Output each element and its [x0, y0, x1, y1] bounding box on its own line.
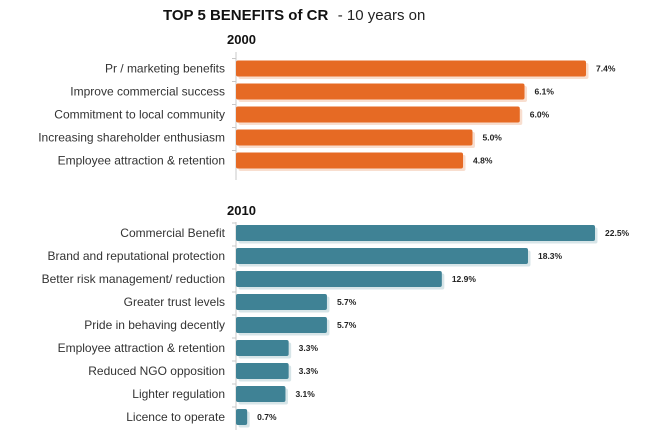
category-label: Commercial Benefit [120, 226, 225, 240]
category-label: Licence to operate [126, 410, 225, 424]
bar [236, 271, 442, 287]
chart-title-subtitle: - 10 years on [338, 7, 426, 24]
data-label: 5.0% [482, 133, 502, 143]
bar [236, 83, 525, 100]
bar [236, 340, 289, 356]
data-label: 0.7% [257, 412, 277, 422]
data-label: 3.1% [295, 389, 315, 399]
bar [236, 294, 327, 310]
category-label: Improve commercial success [70, 85, 225, 99]
data-label: 22.5% [605, 228, 630, 238]
bar [236, 129, 473, 146]
category-label: Employee attraction & retention [58, 341, 225, 355]
bar [236, 225, 595, 241]
data-label: 12.9% [452, 274, 477, 284]
category-label: Pr / marketing benefits [105, 62, 225, 76]
category-label: Pride in behaving decently [84, 318, 225, 332]
category-label: Better risk management/ reduction [42, 272, 225, 286]
panel-title-2010: 2010 [227, 203, 256, 218]
data-label: 6.1% [535, 87, 555, 97]
category-label: Reduced NGO opposition [88, 364, 225, 378]
category-label: Employee attraction & retention [58, 154, 225, 168]
category-label: Lighter regulation [132, 387, 225, 401]
data-label: 4.8% [473, 156, 493, 166]
bar [236, 386, 286, 402]
bar [236, 152, 464, 169]
data-label: 3.3% [299, 343, 319, 353]
category-label: Increasing shareholder enthusiasm [38, 131, 225, 145]
chart-title: TOP 5 BENEFITS of CR - 10 years on [163, 7, 425, 24]
category-label: Commitment to local community [54, 108, 225, 122]
chart-panel-2000: 2000 Pr / marketing benefits 7.4% Improve … [38, 32, 616, 180]
bar [236, 60, 586, 77]
panel-title-2000: 2000 [227, 32, 256, 47]
data-label: 7.4% [596, 64, 616, 74]
data-label: 5.7% [337, 297, 357, 307]
chart-panel-2010: 2010 Commercial Benefit 22.5% Brand and re… [42, 203, 630, 430]
data-label: 3.3% [299, 366, 319, 376]
bar [236, 409, 248, 425]
data-label: 5.7% [337, 320, 357, 330]
data-label: 18.3% [538, 251, 563, 261]
bar [236, 106, 520, 123]
bar [236, 317, 327, 333]
data-label: 6.0% [530, 110, 550, 120]
category-label: Brand and reputational protection [48, 249, 225, 263]
bar [236, 363, 289, 379]
bar [236, 248, 528, 264]
category-label: Greater trust levels [124, 295, 225, 309]
chart-title-main: TOP 5 BENEFITS of CR [163, 7, 328, 24]
